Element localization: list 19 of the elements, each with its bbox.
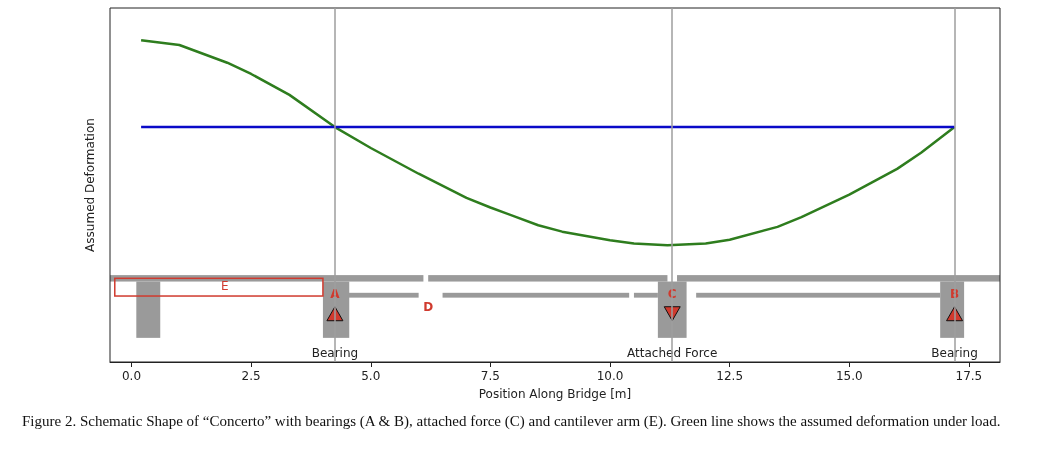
x-tick-label: 0.0 <box>121 369 142 383</box>
ref-line-label: Bearing <box>931 346 978 360</box>
x-tick-label: 15.0 <box>835 369 863 383</box>
x-tick-label: 17.5 <box>955 369 983 383</box>
x-tick-label: 5.0 <box>361 369 381 383</box>
annotation: B <box>949 287 960 302</box>
y-axis-title: Assumed Deformation <box>83 118 97 252</box>
x-tick-label: 2.5 <box>241 369 261 383</box>
x-tick-label: 7.5 <box>480 369 500 383</box>
ref-line-label: Bearing <box>311 346 359 360</box>
annotation: E <box>221 279 229 294</box>
annotation: C <box>667 287 677 302</box>
ref-line-label: Attached Force <box>627 346 718 360</box>
x-axis-title: Position Along Bridge [m] <box>478 387 632 401</box>
caption: Figure 2. Schematic Shape of “Concerto” with bearings (A & B), attached force (C) and cantilever arm (E). Green line shows the assumed deformation under load. <box>22 412 1001 430</box>
annotation: D <box>423 300 434 315</box>
x-tick-label: 12.5 <box>716 369 744 383</box>
annotation: A <box>330 287 341 302</box>
x-tick-label: 10.0 <box>596 369 624 383</box>
